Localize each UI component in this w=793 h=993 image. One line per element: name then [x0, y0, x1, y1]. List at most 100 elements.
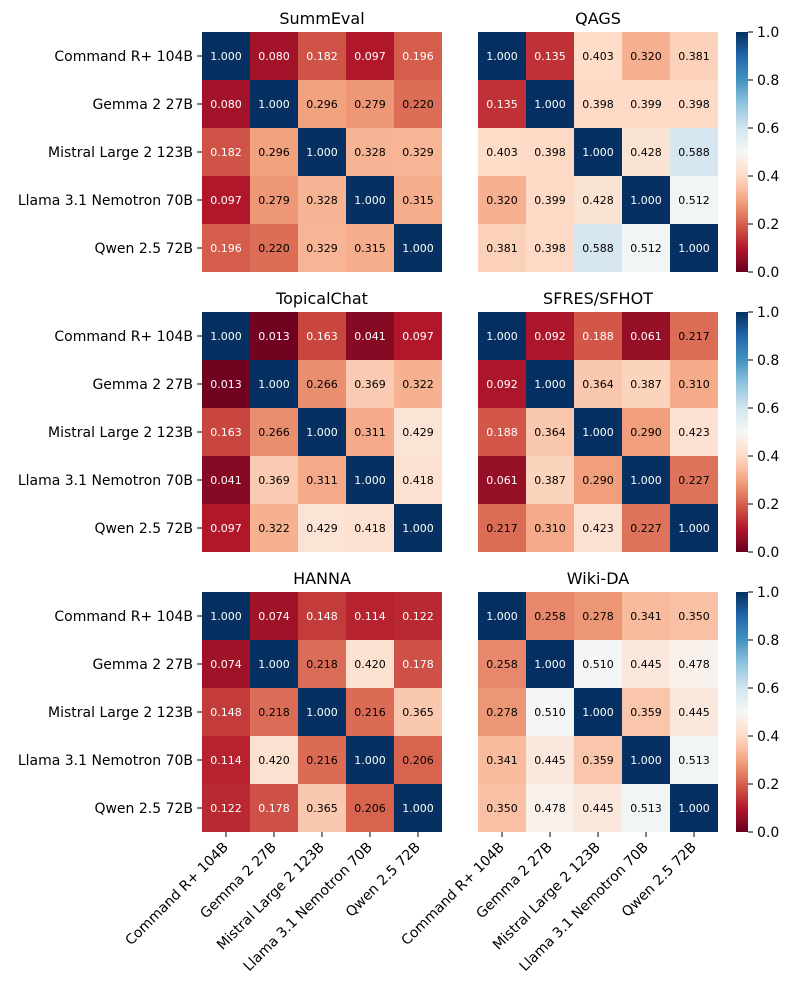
cell-value-label: 0.429	[306, 522, 338, 535]
heatmap-cell	[298, 32, 346, 80]
heatmap-cell	[346, 688, 394, 736]
heatmap-cell	[394, 360, 442, 408]
heatmap-cell	[250, 360, 298, 408]
heatmap-cell	[622, 128, 670, 176]
cell-value-label: 0.445	[582, 802, 614, 815]
cell-value-label: 0.218	[258, 706, 290, 719]
heatmap-cell	[394, 80, 442, 128]
y-tick-label: Command R+ 104B	[54, 329, 193, 345]
cell-value-label: 0.216	[306, 754, 338, 767]
cell-value-label: 0.258	[534, 610, 566, 623]
heatmap-cell	[526, 360, 574, 408]
panel-hanna: HANNA 1.000 0.074 0.148 0.114 0.122 0.074 1.000…	[18, 569, 442, 975]
colorbar-gradient	[736, 32, 748, 272]
cell-value-label: 1.000	[354, 194, 386, 207]
heatmap-cell	[394, 688, 442, 736]
cell-value-label: 0.320	[630, 50, 662, 63]
heatmap-cell	[622, 32, 670, 80]
cell-value-label: 1.000	[354, 754, 386, 767]
colorbar-tick-label: 0.6	[757, 681, 779, 697]
heatmap-cell	[670, 688, 718, 736]
heatmap-cell	[622, 312, 670, 360]
cell-value-label: 0.266	[306, 378, 338, 391]
y-tick-label: Qwen 2.5 72B	[94, 521, 193, 537]
cell-value-label: 0.322	[258, 522, 290, 535]
heatmap-cell	[346, 456, 394, 504]
cell-value-label: 0.588	[678, 146, 710, 159]
heatmap-cell	[670, 312, 718, 360]
cell-value-label: 0.217	[486, 522, 518, 535]
heatmap-cell	[670, 32, 718, 80]
heatmap-cell	[250, 128, 298, 176]
cell-value-label: 1.000	[534, 658, 566, 671]
cell-value-label: 0.328	[354, 146, 386, 159]
heatmap-cell	[298, 408, 346, 456]
heatmap-cell	[250, 640, 298, 688]
cell-value-label: 1.000	[486, 50, 518, 63]
cell-value-label: 0.350	[486, 802, 518, 815]
heatmap-cell	[622, 736, 670, 784]
heatmap-cell	[478, 736, 526, 784]
panel-title: Wiki-DA	[567, 569, 629, 588]
heatmap-cell	[526, 640, 574, 688]
heatmap-cell	[346, 360, 394, 408]
heatmap-cell	[250, 176, 298, 224]
y-tick-label: Llama 3.1 Nemotron 70B	[18, 473, 193, 489]
cell-value-label: 0.320	[486, 194, 518, 207]
heatmap-cell	[202, 224, 250, 272]
cell-value-label: 0.278	[486, 706, 518, 719]
cell-value-label: 0.178	[258, 802, 290, 815]
cell-value-label: 0.513	[630, 802, 662, 815]
cell-value-label: 0.074	[210, 658, 242, 671]
colorbar-tick-label: 1.0	[757, 305, 779, 321]
heatmap-cell	[202, 408, 250, 456]
panel-topicalchat: TopicalChat 1.000 0.013 0.163 0.041 0.097 0.01…	[18, 289, 442, 552]
colorbar-tick-label: 0.2	[757, 497, 779, 513]
heatmap-cell	[574, 456, 622, 504]
heatmap-cell	[394, 504, 442, 552]
cell-value-label: 0.206	[402, 754, 434, 767]
cell-value-label: 0.182	[306, 50, 338, 63]
heatmap-cell	[394, 128, 442, 176]
heatmap-cell	[250, 784, 298, 832]
cell-value-label: 0.227	[630, 522, 662, 535]
heatmap-cell	[250, 456, 298, 504]
colorbar: 0.0 0.2 0.4 0.6 0.8 1.0	[736, 305, 779, 561]
panel-summeval: SummEval 1.000 0.080 0.182 0.097 0.196 0.080 1.…	[18, 9, 442, 272]
heatmap-cell	[298, 360, 346, 408]
cell-value-label: 1.000	[678, 522, 710, 535]
heatmap-cell	[394, 312, 442, 360]
cell-value-label: 0.381	[486, 242, 518, 255]
cell-value-label: 0.080	[210, 98, 242, 111]
y-tick-label: Qwen 2.5 72B	[94, 801, 193, 817]
cell-value-label: 0.135	[486, 98, 518, 111]
cell-value-label: 0.445	[678, 706, 710, 719]
heatmap-cell	[478, 360, 526, 408]
cell-value-label: 1.000	[582, 146, 614, 159]
colorbar-tick-label: 1.0	[757, 585, 779, 601]
colorbar-tick-label: 0.4	[757, 449, 779, 465]
colorbar-tick-label: 0.2	[757, 217, 779, 233]
y-tick-label: Gemma 2 27B	[92, 657, 193, 673]
heatmap-cell	[622, 688, 670, 736]
heatmap-cell	[298, 456, 346, 504]
heatmap-cell	[526, 176, 574, 224]
heatmap-cell	[526, 32, 574, 80]
cell-value-label: 0.182	[210, 146, 242, 159]
heatmap-cell	[346, 128, 394, 176]
heatmap-cell	[526, 128, 574, 176]
cell-value-label: 0.315	[402, 194, 434, 207]
cell-value-label: 0.135	[534, 50, 566, 63]
heatmap-cell	[574, 592, 622, 640]
heatmap-cell	[478, 176, 526, 224]
cell-value-label: 0.359	[630, 706, 662, 719]
cell-value-label: 0.217	[678, 330, 710, 343]
heatmap-cell	[622, 224, 670, 272]
cell-value-label: 0.512	[678, 194, 710, 207]
heatmap-cell	[574, 784, 622, 832]
cell-value-label: 1.000	[630, 474, 662, 487]
heatmap-cell	[478, 128, 526, 176]
heatmap-cell	[526, 504, 574, 552]
heatmap-cell	[670, 784, 718, 832]
cell-value-label: 0.061	[630, 330, 662, 343]
